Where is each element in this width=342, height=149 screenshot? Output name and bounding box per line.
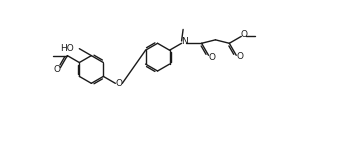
Text: N: N [181, 37, 188, 46]
Text: O: O [54, 65, 61, 74]
Text: O: O [208, 53, 215, 62]
Text: O: O [237, 52, 244, 61]
Text: HO: HO [60, 44, 74, 53]
Text: O: O [116, 79, 123, 88]
Text: O: O [241, 30, 248, 39]
